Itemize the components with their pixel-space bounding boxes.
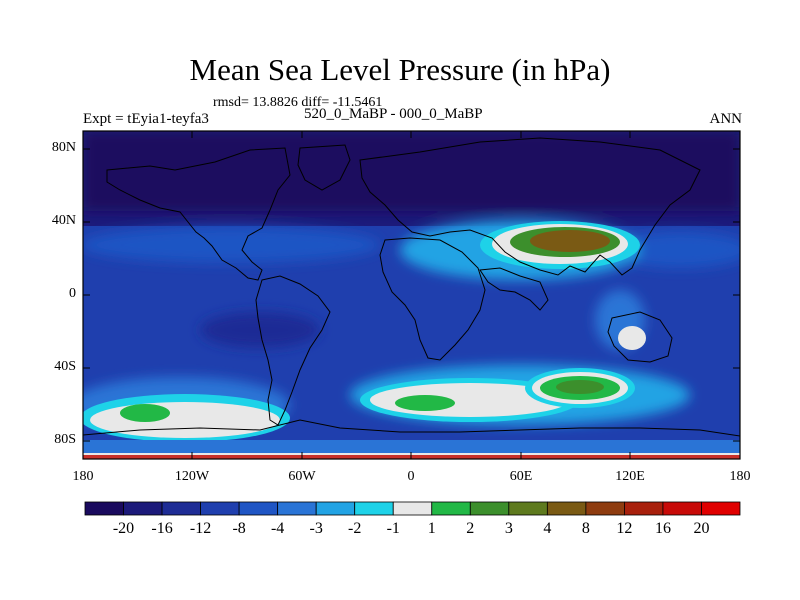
colorbar-label: 1 — [427, 520, 436, 537]
lon-label-60e: 60E — [509, 469, 533, 484]
coast-antarctica — [83, 419, 740, 437]
lat-label-0: 0 — [69, 286, 76, 301]
coast-arabia-india — [479, 267, 549, 311]
coast-africa — [379, 237, 486, 361]
colorbar-swatch — [392, 501, 433, 516]
lon-label-180e: 180 — [729, 469, 751, 484]
colorbar-label: -8 — [232, 520, 246, 537]
lon-label-120e: 120E — [615, 469, 645, 484]
colorbar-label: 16 — [654, 520, 671, 537]
colorbar-swatch — [238, 501, 279, 516]
field-satl-green — [395, 395, 455, 411]
lon-label-180w: 180 — [72, 469, 94, 484]
colorbar-swatch — [200, 501, 240, 516]
colorbar-label: 3 — [504, 520, 513, 537]
coast-north-america — [106, 147, 291, 281]
colorbar-swatch — [469, 501, 510, 516]
lat-label-40n: 40N — [51, 213, 76, 228]
coastlines — [83, 137, 740, 437]
page-title: Mean Sea Level Pressure (in hPa) — [189, 52, 611, 87]
colorbar-label: -12 — [189, 520, 212, 537]
lon-label-120w: 120W — [174, 469, 210, 484]
colorbar-label: -2 — [348, 520, 362, 537]
coast-australia — [607, 311, 673, 363]
colorbar-label: 2 — [466, 520, 475, 537]
subtitle: 520_0_MaBP - 000_0_MaBP — [304, 106, 483, 122]
colorbar-label: -16 — [151, 520, 173, 537]
colorbar-swatch — [585, 501, 625, 516]
colorbar-swatch — [277, 501, 317, 516]
lat-label-80n: 80N — [51, 140, 76, 155]
coast-south-america — [255, 275, 331, 426]
colorbar — [84, 501, 741, 516]
colorbar-swatch — [508, 501, 548, 516]
colorbar-swatch — [84, 501, 124, 516]
colorbar-swatch — [123, 501, 163, 516]
colorbar-label: -20 — [112, 520, 135, 537]
field-spac-green — [120, 404, 170, 422]
season-label: ANN — [709, 111, 743, 127]
experiment-label: Expt = tEyia1-teyfa3 — [83, 111, 209, 127]
lon-label-0: 0 — [407, 469, 415, 484]
stats-text: rmsd= 13.8826 diff= -11.5461 — [213, 95, 383, 110]
colorbar-swatch — [315, 501, 356, 516]
colorbar-swatch — [431, 501, 471, 516]
colorbar-swatch — [546, 501, 587, 516]
field-sio-darkgreen — [556, 380, 604, 394]
lat-label-40s: 40S — [54, 359, 76, 374]
coast-greenland — [297, 144, 351, 191]
field-npac-band — [83, 227, 380, 263]
field-wpac-band — [610, 232, 740, 268]
lat-label-80s: 80S — [54, 432, 76, 447]
coast-eurasia — [359, 137, 701, 276]
colorbar-label: 20 — [693, 520, 710, 537]
lon-label-60w: 60W — [288, 469, 316, 484]
colorbar-swatch — [624, 501, 664, 516]
colorbar-swatch — [662, 501, 702, 516]
colorbar-label: -3 — [309, 520, 323, 537]
field-asia-brown — [530, 230, 610, 252]
colorbar-swatch — [701, 501, 741, 516]
axis-ticks — [83, 131, 740, 459]
field-north-polar — [83, 131, 740, 211]
colorbar-label: -4 — [270, 520, 285, 537]
colorbar-swatch — [161, 501, 201, 516]
field-spac-white — [90, 402, 280, 438]
colorbar-label: -1 — [386, 520, 400, 537]
colorbar-swatch — [354, 501, 394, 516]
colorbar-label: 12 — [616, 520, 633, 537]
pressure-field — [83, 131, 740, 459]
field-aus-white — [618, 326, 646, 350]
colorbar-label: 8 — [581, 520, 590, 537]
colorbar-label: 4 — [543, 520, 552, 537]
